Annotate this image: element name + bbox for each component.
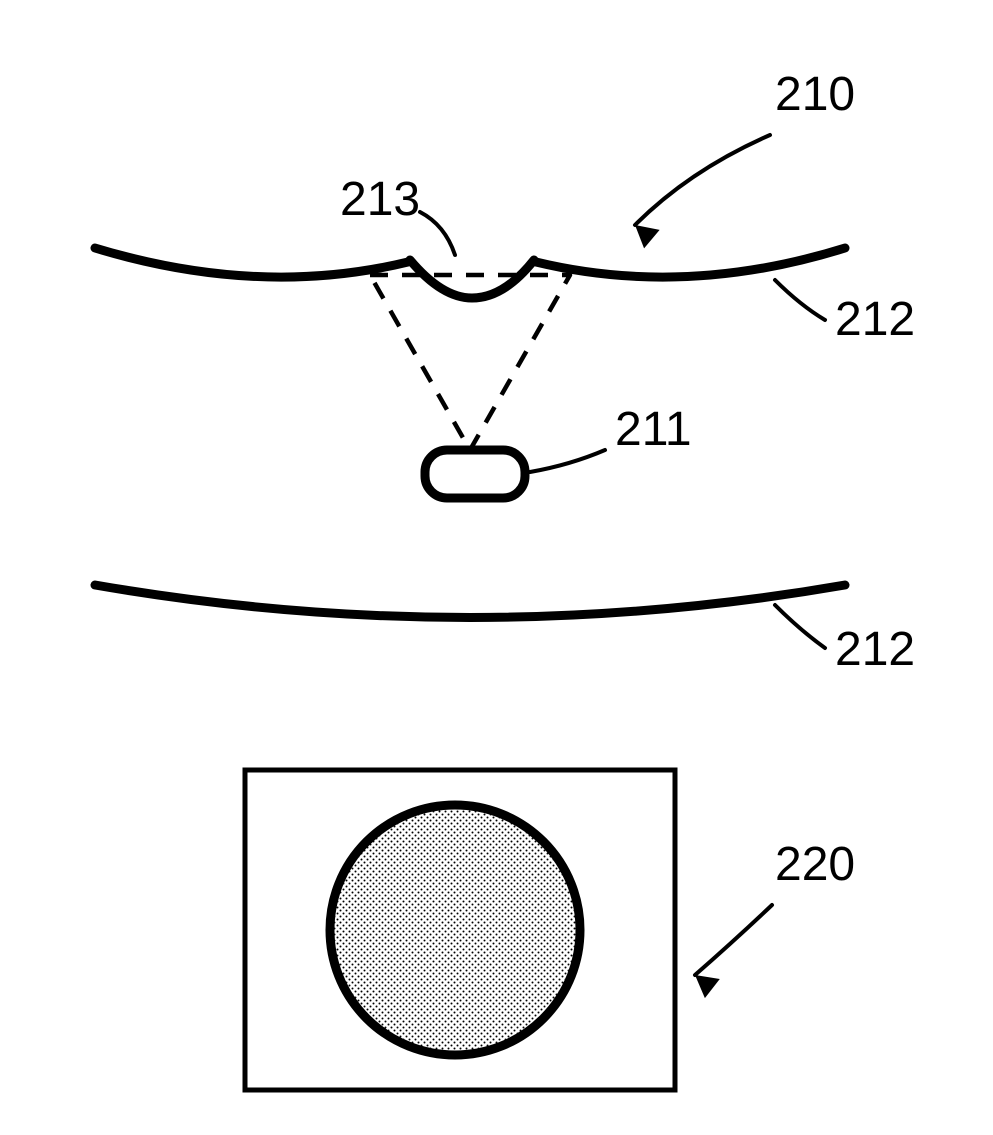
arrowhead <box>635 225 660 248</box>
label-210: 210 <box>775 68 855 121</box>
arrowhead <box>695 975 720 998</box>
body-top-arc-right <box>536 248 845 277</box>
callout-c210 <box>635 135 770 225</box>
callout-c220 <box>695 905 772 975</box>
label-211: 211 <box>615 403 692 456</box>
callout-c213 <box>420 212 455 255</box>
label-212: 212 <box>835 623 915 676</box>
diagram-canvas: 210 212 212 213 211 220 <box>0 0 993 1135</box>
label-213: 213 <box>340 173 420 226</box>
sample-circle <box>330 805 580 1055</box>
body-bottom-arc <box>95 585 845 618</box>
capsule-211 <box>425 450 525 498</box>
notch-213 <box>410 260 534 298</box>
callout-c212b <box>775 605 825 648</box>
label-212: 212 <box>835 293 915 346</box>
body-top-arc-left <box>95 248 408 277</box>
callout-c212a <box>775 280 825 320</box>
callout-c211 <box>530 450 605 472</box>
label-220: 220 <box>775 838 855 891</box>
